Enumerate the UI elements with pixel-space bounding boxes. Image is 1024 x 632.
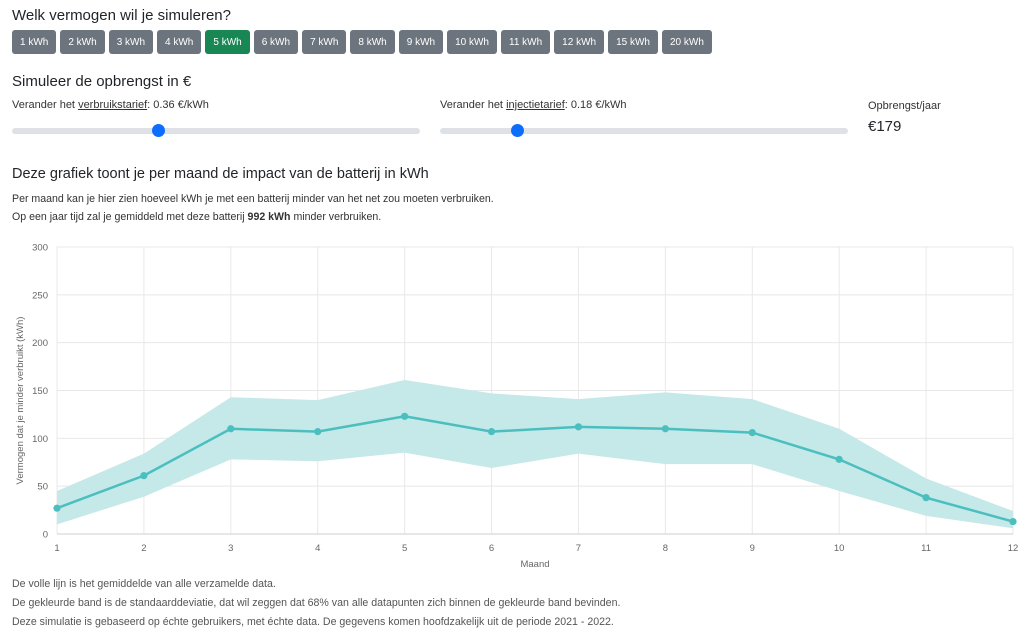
y-tick-label: 50	[37, 482, 48, 493]
capacity-button-9kwh[interactable]: 9 kWh	[398, 30, 444, 54]
footer-note-line: De volle lijn is het gemiddelde van alle…	[12, 578, 276, 590]
data-point	[661, 425, 669, 433]
chart-description-yearly: Op een jaar tijd zal je gemiddeld met de…	[12, 211, 382, 223]
footer-note-source: Deze simulatie is gebaseerd op échte geb…	[12, 616, 614, 628]
yearly-yield-label: Opbrengst/jaar	[868, 100, 941, 112]
x-tick-label: 3	[228, 543, 233, 554]
data-point	[487, 428, 496, 436]
x-tick-label: 4	[315, 543, 320, 554]
capacity-button-7kwh[interactable]: 7 kWh	[302, 30, 347, 54]
capacity-button-4kwh[interactable]: 4 kWh	[157, 30, 202, 54]
y-tick-label: 0	[43, 530, 48, 541]
capacity-button-11kwh[interactable]: 11 kWh	[501, 30, 551, 54]
chart-heading: Deze grafiek toont je per maand de impac…	[12, 166, 429, 182]
capacity-button-8kwh[interactable]: 8 kWh	[350, 30, 395, 54]
data-point	[227, 425, 235, 433]
capacity-button-20kwh[interactable]: 20 kWh	[661, 30, 712, 54]
injection-rate-slider[interactable]	[440, 124, 848, 137]
consumption-rate-slider-thumb[interactable]	[152, 124, 166, 137]
y-tick-label: 300	[32, 243, 48, 254]
data-point	[835, 455, 843, 463]
x-tick-label: 2	[141, 543, 146, 554]
y-tick-label: 250	[32, 290, 48, 301]
y-tick-label: 100	[32, 434, 48, 445]
x-tick-label: 5	[402, 543, 407, 554]
capacity-button-3kwh[interactable]: 3 kWh	[108, 30, 154, 54]
injection-rate-slider-thumb[interactable]	[511, 124, 525, 137]
data-point	[140, 472, 148, 480]
x-tick-label: 6	[489, 543, 494, 554]
capacity-button-2kwh[interactable]: 2 kWh	[60, 30, 105, 54]
x-tick-label: 9	[750, 543, 755, 554]
y-tick-label: 150	[32, 386, 48, 397]
capacity-button-15kwh[interactable]: 15 kWh	[608, 30, 658, 54]
capacity-button-5kwh[interactable]: 5 kWh	[205, 30, 250, 54]
footer-note-band: De gekleurde band is de standaarddeviati…	[12, 597, 621, 609]
consumption-rate-label: Verander het verbruikstarief: 0.36 €/kWh	[12, 99, 209, 111]
data-point	[1009, 517, 1017, 526]
yearly-yield-value: €179	[868, 118, 902, 135]
data-point	[53, 504, 61, 512]
x-tick-label: 1	[54, 543, 59, 554]
data-point	[748, 428, 756, 437]
injection-rate-link[interactable]: injectietarief	[506, 99, 565, 111]
y-axis-title: Vermogen dat je minder verbruikt (kWh)	[15, 317, 26, 485]
capacity-button-1kwh[interactable]: 1 kWh	[12, 30, 57, 54]
data-point	[314, 428, 322, 436]
capacity-button-10kwh[interactable]: 10 kWh	[447, 30, 497, 54]
consumption-rate-link[interactable]: verbruikstarief	[78, 99, 148, 111]
x-axis-title: Maand	[520, 559, 549, 570]
simulate-title: Simuleer de opbrengst in €	[12, 73, 192, 90]
x-tick-label: 8	[663, 543, 668, 554]
x-tick-label: 11	[921, 543, 931, 554]
data-point	[574, 423, 583, 431]
chart-description-monthly: Per maand kan je hier zien hoeveel kWh j…	[12, 193, 494, 205]
x-tick-label: 12	[1008, 543, 1019, 554]
std-deviation-band	[57, 379, 1013, 529]
injection-rate-label: Verander het injectietarief: 0.18 €/kWh	[440, 99, 627, 111]
capacity-question: Welk vermogen wil je simuleren?	[12, 7, 231, 24]
data-point	[401, 412, 409, 420]
consumption-rate-slider[interactable]	[12, 124, 420, 137]
capacity-button-12kwh[interactable]: 12 kWh	[554, 30, 605, 54]
data-point	[922, 494, 930, 502]
capacity-button-6kwh[interactable]: 6 kWh	[253, 30, 299, 54]
capacity-button-group: 1 kWh 2 kWh 3 kWh 4 kWh 5 kWh 6 kWh 7 kWh 8 kWh…	[12, 30, 712, 54]
yearly-savings-value: 992 kWh	[247, 211, 291, 223]
average-line	[56, 415, 1014, 523]
y-tick-label: 200	[32, 338, 48, 349]
x-tick-label: 7	[576, 543, 581, 554]
x-tick-label: 10	[834, 543, 845, 554]
